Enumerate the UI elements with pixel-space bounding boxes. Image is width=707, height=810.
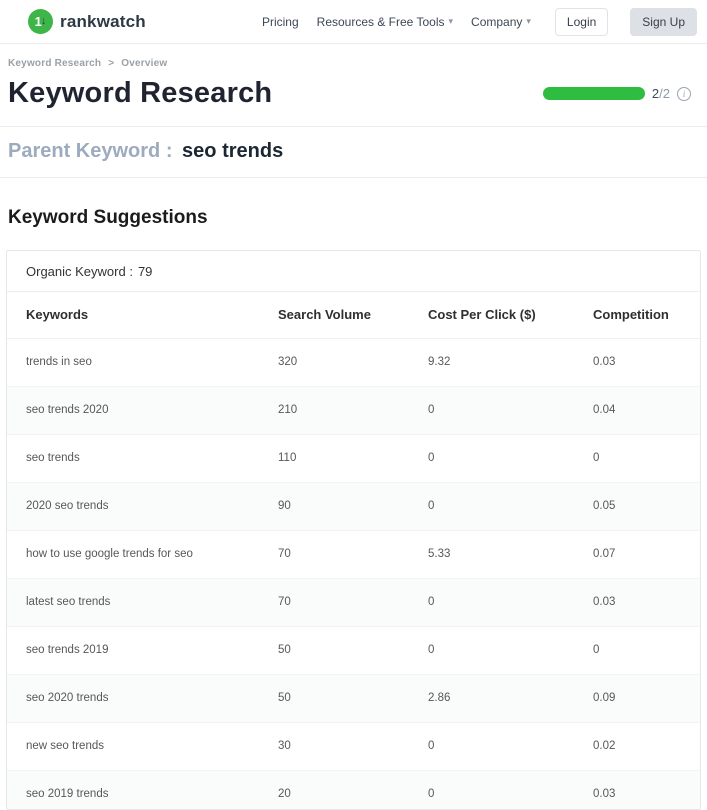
competition-cell: 0.09	[574, 673, 700, 722]
cpc-cell: 0	[409, 385, 574, 434]
organic-keyword-value: 79	[137, 263, 153, 279]
keyword-cell[interactable]: how to use google trends for seo	[7, 529, 259, 578]
cpc-cell: 0	[409, 481, 574, 530]
competition-cell: 0.05	[574, 481, 700, 530]
section-title-keyword-suggestions: Keyword Suggestions	[8, 207, 208, 228]
organic-keyword-count: Organic Keyword : 79	[7, 251, 700, 292]
logo-arrow-icon: ↓	[40, 15, 47, 27]
nav-item-resources[interactable]: Resources & Free Tools ▾	[316, 14, 454, 29]
competition-cell: 0	[574, 433, 700, 482]
rankwatch-logo-icon: 1 ↓	[28, 9, 53, 34]
keyword-cell[interactable]: seo trends 2019	[7, 625, 259, 674]
nav-item-company[interactable]: Company ▾	[471, 14, 531, 29]
search-volume-cell: 50	[259, 625, 409, 674]
table-row: trends in seo 320 9.32 0.03	[7, 338, 700, 386]
competition-cell: 0	[574, 625, 700, 674]
column-header-keywords: Keywords	[7, 292, 259, 339]
competition-cell: 0.04	[574, 385, 700, 434]
table-row: seo 2019 trends 20 0 0.03	[7, 769, 700, 809]
competition-cell: 0.03	[593, 356, 616, 368]
info-icon[interactable]: i	[677, 86, 691, 101]
main-nav: Pricing Resources & Free Tools ▾ Company…	[261, 7, 697, 36]
page-header: Keyword Research > Overview Keyword Rese…	[0, 44, 707, 126]
cpc-cell: 5.33	[409, 529, 574, 578]
cpc-cell: 0	[409, 721, 574, 770]
search-volume-cell: 70	[259, 577, 409, 626]
parent-keyword-label: Parent Keyword :	[8, 140, 173, 162]
competition-cell: 0.07	[574, 529, 700, 578]
keyword-cell[interactable]: trends in seo	[26, 356, 92, 368]
column-header-search-volume: Search Volume	[259, 292, 409, 339]
search-volume-cell: 90	[259, 481, 409, 530]
search-volume-cell: 70	[259, 529, 409, 578]
login-button[interactable]: Login	[554, 7, 609, 36]
search-volume-cell: 210	[259, 385, 409, 434]
cpc-cell: 0	[409, 769, 574, 809]
cpc-cell: 0	[409, 625, 574, 674]
cpc-cell: 0	[409, 433, 574, 482]
table-row: seo trends 110 0 0	[7, 433, 700, 482]
search-volume-cell: 30	[259, 721, 409, 770]
search-volume-cell: 20	[259, 769, 409, 809]
keyword-table-body: trends in seo 320 9.32 0.03 seo trends 2020 2…	[7, 338, 700, 809]
chevron-down-icon: ▾	[526, 16, 531, 26]
search-volume-cell: 50	[259, 673, 409, 722]
table-header-row: Keywords Search Volume Cost Per Click ($…	[7, 292, 700, 339]
column-header-cpc: Cost Per Click ($)	[409, 292, 574, 339]
logo-text: rankwatch	[60, 11, 146, 31]
usage-progress: 2/2 i	[542, 86, 699, 101]
table-row: latest seo trends 70 0 0.03	[7, 577, 700, 626]
keyword-cell[interactable]: latest seo trends	[7, 577, 259, 626]
breadcrumb: Keyword Research > Overview	[8, 58, 699, 69]
nav-item-pricing[interactable]: Pricing	[261, 14, 299, 29]
competition-cell: 0.02	[574, 721, 700, 770]
keyword-cell[interactable]: new seo trends	[7, 721, 259, 770]
keyword-cell[interactable]: seo 2020 trends	[7, 673, 259, 722]
parent-keyword-value: seo trends	[182, 140, 284, 162]
table-row: how to use google trends for seo 70 5.33 0.…	[7, 529, 700, 578]
parent-keyword-band: Parent Keyword : seo trends	[0, 127, 707, 177]
table-row: new seo trends 30 0 0.02	[7, 721, 700, 770]
chevron-down-icon: ▾	[448, 16, 454, 26]
breadcrumb-keyword-research[interactable]: Keyword Research	[8, 58, 102, 69]
competition-cell: 0.03	[574, 577, 700, 626]
column-header-competition: Competition	[574, 292, 700, 339]
top-navigation-bar: 1 ↓ rankwatch Pricing Resources & Free To…	[0, 0, 707, 44]
page-title: Keyword Research	[8, 77, 273, 109]
divider	[0, 177, 707, 178]
breadcrumb-separator: >	[108, 58, 115, 69]
search-volume-cell: 110	[259, 433, 409, 482]
keyword-cell[interactable]: seo trends	[7, 433, 259, 482]
signup-button[interactable]: Sign Up	[630, 7, 697, 36]
keyword-table: Keywords Search Volume Cost Per Click ($…	[7, 292, 700, 809]
progress-bar	[542, 87, 645, 100]
divider	[0, 126, 707, 127]
cpc-cell: 2.86	[409, 673, 574, 722]
table-row: seo 2020 trends 50 2.86 0.09	[7, 673, 700, 722]
competition-cell: 0.03	[574, 769, 700, 809]
cpc-cell: 0	[409, 577, 574, 626]
breadcrumb-overview[interactable]: Overview	[121, 58, 168, 69]
table-row: seo trends 2019 50 0 0	[7, 625, 700, 674]
keyword-suggestions-card: Organic Keyword : 79 Keywords Search Vol…	[6, 250, 701, 810]
cpc-cell: 9.32	[428, 356, 451, 368]
keyword-cell[interactable]: seo 2019 trends	[7, 769, 259, 809]
table-row: seo trends 2020 210 0 0.04	[7, 385, 700, 434]
rankwatch-logo[interactable]: 1 ↓ rankwatch	[28, 9, 146, 34]
search-volume-cell: 320	[278, 356, 298, 368]
keyword-cell[interactable]: seo trends 2020	[7, 385, 259, 434]
table-row: 2020 seo trends 90 0 0.05	[7, 481, 700, 530]
keyword-cell[interactable]: 2020 seo trends	[7, 481, 259, 530]
progress-count: 2/2	[651, 86, 670, 101]
